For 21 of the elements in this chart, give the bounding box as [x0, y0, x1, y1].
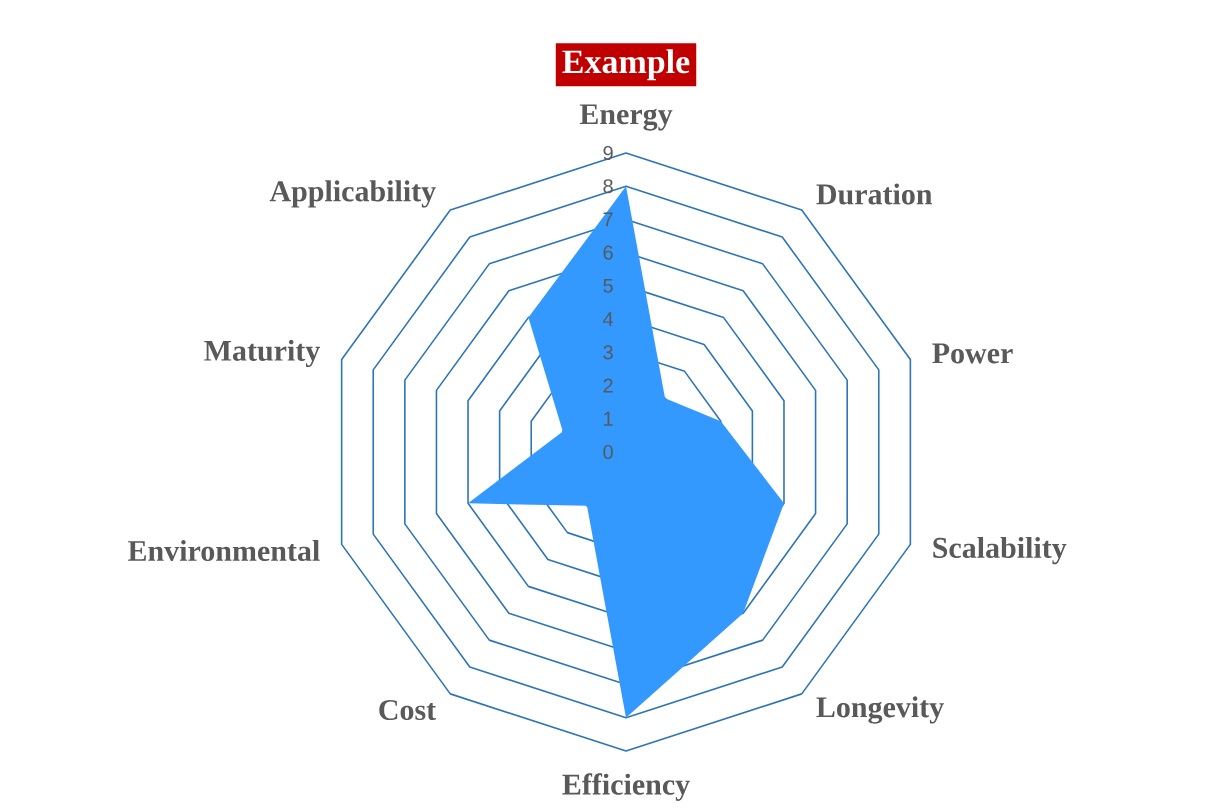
spoke-label: Energy — [579, 104, 673, 131]
y-tick-label: 0 — [603, 444, 613, 460]
chart-title: Example — [562, 49, 690, 81]
spoke-label: Maturity — [204, 339, 321, 368]
y-tick-label: 3 — [603, 345, 613, 360]
spoke-label: Efficiency — [562, 773, 690, 801]
spoke-label: Scalability — [933, 536, 1067, 565]
spoke-label: Environmental — [127, 540, 320, 562]
y-tick-label: 1 — [604, 411, 613, 426]
y-tick-label: 5 — [603, 278, 613, 293]
y-tick-label: 7 — [603, 212, 613, 227]
y-tick-label: 8 — [603, 179, 613, 194]
y-tick-label: 9 — [603, 145, 613, 161]
spoke-label: Power — [932, 343, 1013, 364]
y-tick-label: 6 — [603, 245, 613, 260]
spoke-label: Cost — [379, 699, 436, 721]
y-tick-label: 2 — [603, 378, 613, 393]
spoke-label: Applicability — [269, 180, 436, 208]
spoke-label: Duration — [816, 183, 933, 205]
spoke-label: Longevity — [816, 696, 944, 724]
y-tick-label: 4 — [602, 312, 614, 326]
